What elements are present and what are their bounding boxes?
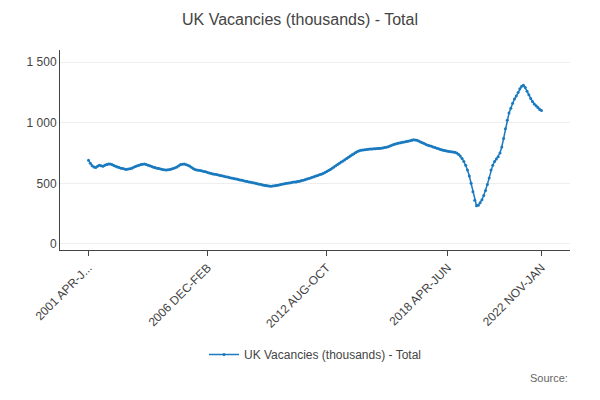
svg-text:500: 500 (37, 177, 57, 191)
svg-text:1 000: 1 000 (27, 116, 57, 130)
svg-text:2006 DEC-FEB: 2006 DEC-FEB (146, 261, 214, 329)
svg-text:2022 NOV-JAN: 2022 NOV-JAN (480, 261, 548, 329)
svg-text:Source:: Source: (530, 372, 568, 384)
svg-text:2001 APR-J...: 2001 APR-J... (33, 261, 95, 323)
svg-text:UK Vacancies (thousands) - Tot: UK Vacancies (thousands) - Total (182, 11, 418, 28)
svg-text:0: 0 (50, 237, 57, 251)
svg-text:1 500: 1 500 (27, 55, 57, 69)
svg-text:2018 APR-JUN: 2018 APR-JUN (387, 261, 454, 328)
svg-text:2012 AUG-OCT: 2012 AUG-OCT (263, 260, 333, 330)
svg-text:UK Vacancies (thousands) - Tot: UK Vacancies (thousands) - Total (244, 348, 421, 362)
